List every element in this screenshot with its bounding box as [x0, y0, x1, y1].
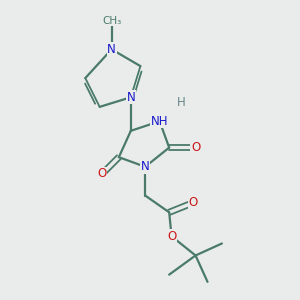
Text: N: N	[107, 43, 116, 56]
Text: NH: NH	[151, 115, 168, 128]
Text: CH₃: CH₃	[102, 16, 121, 26]
Text: O: O	[191, 141, 200, 154]
Text: O: O	[98, 167, 107, 181]
Text: N: N	[126, 91, 135, 104]
Text: H: H	[177, 96, 185, 109]
Text: O: O	[167, 230, 176, 243]
Text: N: N	[141, 160, 150, 173]
Text: O: O	[188, 196, 198, 209]
